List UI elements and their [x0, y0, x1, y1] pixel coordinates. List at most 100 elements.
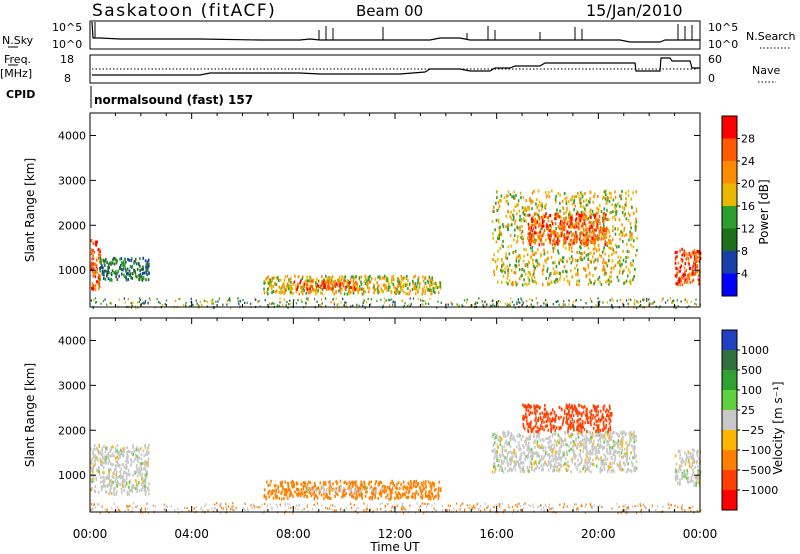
data-cell	[499, 455, 502, 459]
data-cell	[115, 275, 117, 279]
data-cell	[629, 279, 632, 283]
data-cell	[568, 231, 570, 235]
data-cell	[120, 267, 123, 271]
scatter-cell	[298, 504, 300, 507]
data-cell	[106, 274, 108, 278]
data-cell	[294, 274, 296, 278]
data-cell	[128, 492, 131, 496]
data-cell	[605, 226, 608, 230]
data-cell	[426, 495, 429, 498]
data-cell	[507, 223, 509, 227]
data-cell	[138, 470, 140, 474]
scatter-cell	[212, 302, 214, 305]
scatter-cell	[653, 300, 655, 303]
data-cell	[694, 272, 697, 276]
data-cell	[578, 283, 580, 287]
data-cell	[588, 452, 590, 456]
data-cell	[140, 482, 143, 486]
data-cell	[97, 282, 100, 286]
data-cell	[270, 479, 272, 483]
data-cell	[679, 283, 681, 287]
data-cell	[90, 261, 93, 265]
data-cell	[132, 446, 135, 450]
data-cell	[530, 447, 533, 451]
data-cell	[565, 403, 568, 407]
data-cell	[609, 247, 612, 251]
data-cell	[137, 484, 139, 487]
data-cell	[540, 446, 543, 449]
data-cell	[134, 479, 137, 483]
data-cell	[532, 239, 534, 243]
data-cell	[522, 211, 524, 215]
data-cell	[564, 442, 567, 446]
data-cell	[616, 463, 619, 466]
data-cell	[572, 414, 575, 418]
data-cell	[591, 436, 593, 440]
scatter-cell	[552, 506, 554, 510]
data-cell	[130, 463, 132, 467]
data-cell	[104, 263, 106, 267]
data-cell	[576, 283, 578, 287]
data-cell	[140, 457, 143, 461]
data-cell	[696, 265, 699, 269]
data-cell	[310, 290, 313, 294]
scatter-cell	[387, 503, 389, 506]
data-cell	[144, 459, 147, 463]
scatter-cell	[139, 298, 141, 301]
data-cell	[492, 236, 494, 240]
data-cell	[92, 479, 95, 483]
scatter-cell	[147, 301, 149, 304]
data-cell	[683, 250, 685, 254]
data-cell	[429, 490, 431, 494]
data-cell	[535, 421, 538, 425]
scatter-cell	[466, 504, 469, 507]
data-cell	[90, 268, 93, 272]
data-cell	[625, 217, 628, 221]
data-cell	[366, 490, 368, 494]
data-cell	[286, 274, 289, 278]
data-cell	[367, 276, 370, 280]
data-cell	[557, 237, 559, 241]
data-cell	[272, 290, 274, 293]
data-cell	[549, 238, 551, 241]
data-cell	[323, 497, 325, 501]
scatter-cell	[351, 506, 353, 509]
data-cell	[683, 253, 686, 257]
data-cell	[563, 239, 565, 243]
data-cell	[606, 457, 609, 461]
data-cell	[631, 206, 633, 210]
data-cell	[558, 457, 560, 461]
data-cell	[345, 492, 347, 496]
data-cell	[300, 279, 302, 283]
data-cell	[415, 485, 418, 488]
scatter-cell	[269, 503, 272, 506]
data-cell	[101, 480, 104, 484]
data-cell	[592, 443, 595, 447]
data-cell	[554, 222, 557, 226]
data-cell	[100, 462, 103, 466]
data-cell	[597, 443, 600, 447]
data-cell	[99, 459, 102, 463]
scatter-cell	[518, 502, 520, 505]
data-cell	[546, 410, 548, 414]
data-cell	[510, 210, 512, 214]
scatter-cell	[406, 305, 408, 308]
data-cell	[329, 480, 331, 484]
data-cell	[528, 282, 530, 286]
data-cell	[93, 455, 95, 459]
scatter-cell	[356, 306, 358, 309]
data-cell	[95, 241, 97, 245]
data-cell	[627, 274, 629, 278]
data-cell	[122, 266, 125, 270]
data-cell	[339, 486, 342, 490]
data-cell	[109, 479, 112, 483]
scatter-cell	[123, 297, 125, 300]
scatter-cell	[402, 512, 405, 515]
data-cell	[296, 487, 298, 491]
scatter-cell	[627, 302, 629, 305]
data-cell	[545, 203, 547, 207]
data-cell	[127, 257, 129, 261]
data-cell	[601, 447, 604, 451]
data-cell	[676, 271, 678, 275]
scatter-cell	[675, 306, 677, 310]
